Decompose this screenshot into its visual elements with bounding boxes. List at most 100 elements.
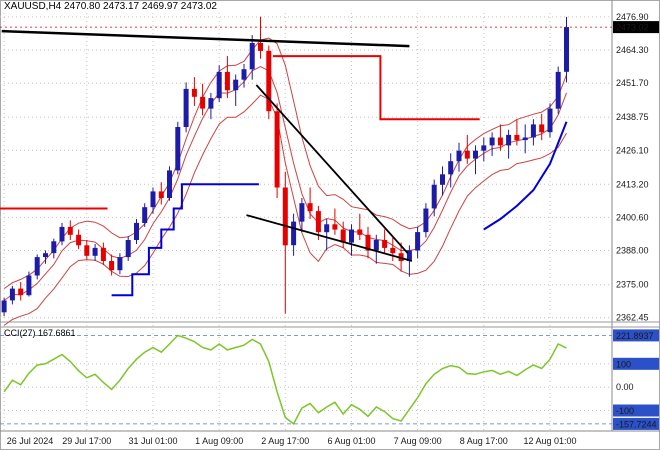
candle-body xyxy=(249,43,255,70)
candle-body xyxy=(497,137,503,146)
candle-body xyxy=(340,229,346,243)
envelope-upper-line xyxy=(3,37,567,290)
candle-body xyxy=(448,161,454,175)
cci-level-badge-text: 100 xyxy=(616,359,631,369)
candle-body xyxy=(282,187,288,246)
cci-line xyxy=(3,334,567,426)
candle-body xyxy=(43,253,48,258)
candle-body xyxy=(167,170,172,198)
price-axis-label: 2375.00 xyxy=(616,280,649,290)
candle-body xyxy=(555,71,561,109)
candle-body xyxy=(406,250,412,261)
price-axis-label: 2476.90 xyxy=(616,12,649,22)
candle-body xyxy=(564,27,569,72)
candle-body xyxy=(67,226,73,235)
time-axis-label: 29 Jul 17:00 xyxy=(62,436,111,446)
candle-body xyxy=(307,203,313,212)
candle-body xyxy=(547,108,553,133)
candle-body xyxy=(423,208,429,233)
candle-body xyxy=(473,150,478,159)
time-axis-label: 6 Aug 01:00 xyxy=(327,436,375,446)
time-axis-label: 1 Aug 09:00 xyxy=(195,436,243,446)
candle-body xyxy=(134,222,139,240)
candle-body xyxy=(84,245,90,256)
candle-body xyxy=(175,127,181,171)
candle-body xyxy=(539,124,545,133)
candle-body xyxy=(464,150,470,159)
candle-body xyxy=(274,111,280,188)
cci-extreme-badge-text: 221.8937 xyxy=(616,331,654,341)
cci-extreme-badge xyxy=(613,417,659,430)
candle-body xyxy=(183,88,189,127)
cci-level-badge-text: -100 xyxy=(616,406,634,416)
candle-body xyxy=(26,275,32,296)
trendline[interactable] xyxy=(255,84,409,254)
trendline[interactable] xyxy=(246,214,413,262)
candle-body xyxy=(266,50,272,112)
envelope-lower-line xyxy=(3,94,567,326)
candle-body xyxy=(514,134,520,141)
cci-level-badge xyxy=(613,404,659,417)
candle-body xyxy=(456,150,462,162)
candle-body xyxy=(530,124,536,138)
candle-body xyxy=(208,98,214,109)
candle-body xyxy=(299,203,305,222)
candle-body xyxy=(224,71,230,91)
candle-body xyxy=(142,207,148,223)
time-axis-label: 31 Jul 01:00 xyxy=(128,436,177,446)
candle-body xyxy=(1,300,7,313)
price-axis-label: 2426.10 xyxy=(616,145,649,155)
candle-body xyxy=(481,145,487,151)
trail-stop-line-blue xyxy=(111,183,259,297)
price-axis-label: 2464.30 xyxy=(616,45,649,55)
cci-indicator-label: CCI(27) 167.6861 xyxy=(4,328,76,338)
candle-body xyxy=(109,261,115,271)
cci-zero-label: 0.00 xyxy=(616,382,634,392)
time-axis-label: 2 Aug 17:00 xyxy=(261,436,309,446)
time-axis-label: 8 Aug 17:00 xyxy=(460,436,508,446)
price-axis-label: 2438.75 xyxy=(616,112,649,122)
candle-body xyxy=(332,224,338,230)
ma-mid-line xyxy=(3,66,567,301)
candle-body xyxy=(349,229,354,243)
candle-body xyxy=(522,137,528,141)
candle-body xyxy=(125,240,131,258)
current-price-badge xyxy=(613,21,659,34)
candle-body xyxy=(373,240,379,251)
candle-body xyxy=(415,232,421,251)
candle-body xyxy=(291,221,297,246)
candle-body xyxy=(51,241,57,254)
candle-body xyxy=(216,71,222,99)
candle-body xyxy=(158,191,164,198)
candle-body xyxy=(100,247,106,261)
candle-body xyxy=(357,229,363,235)
trendline[interactable] xyxy=(1,29,410,48)
time-axis-label: 7 Aug 09:00 xyxy=(394,436,442,446)
candle-body xyxy=(431,184,437,209)
cci-extreme-badge-text: -157.7244 xyxy=(616,419,657,429)
candle-body xyxy=(382,240,388,248)
candle-body xyxy=(315,211,321,233)
candle-body xyxy=(440,174,445,185)
trail-stop-line-blue xyxy=(483,121,568,231)
candle-body xyxy=(324,224,330,233)
candle-body xyxy=(117,257,123,271)
candle-body xyxy=(241,69,247,80)
cci-level-badge xyxy=(613,357,659,370)
candle-body xyxy=(200,96,206,109)
candle-body xyxy=(258,43,263,51)
cci-extreme-badge xyxy=(613,329,659,342)
candle-body xyxy=(191,88,197,97)
current-price-badge-text: 2473.02 xyxy=(616,23,649,33)
price-axis-label: 2388.00 xyxy=(616,246,649,256)
candle-body xyxy=(92,247,98,256)
time-axis-label: 26 Jul 2024 xyxy=(7,436,54,446)
candle-body xyxy=(150,191,156,208)
candle-body xyxy=(9,288,15,301)
candle-body xyxy=(506,134,512,146)
price-axis-label: 2400.60 xyxy=(616,212,649,222)
symbol-ohlc-label: XAUUSD,H4 2470.80 2473.17 2469.97 2473.0… xyxy=(4,1,217,12)
